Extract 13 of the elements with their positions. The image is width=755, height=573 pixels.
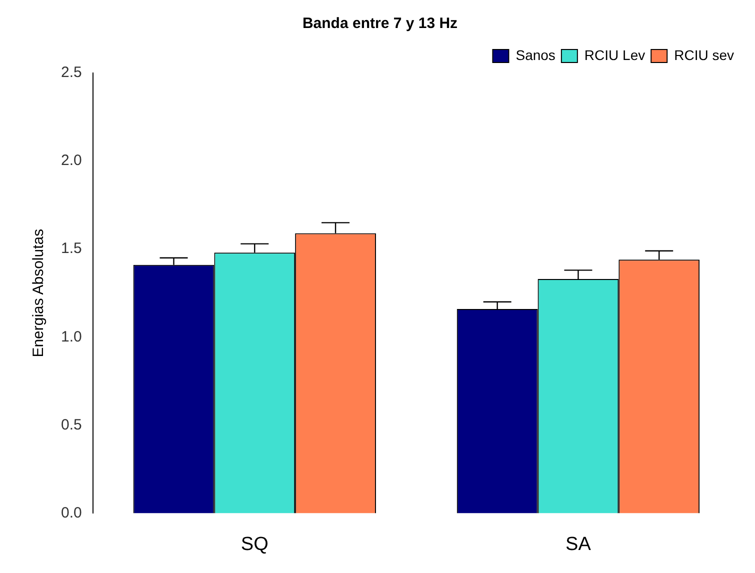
y-axis-title: Energias Absolutas	[30, 228, 48, 358]
y-tick-label: 1.5	[60, 240, 82, 258]
legend-label: RCIU sev	[674, 46, 734, 63]
y-tick-label: 2.5	[60, 64, 82, 82]
y-tick-label: 0.0	[60, 504, 82, 522]
x-tick-label: SA	[566, 534, 592, 555]
legend-label: Sanos	[516, 46, 556, 63]
legend-label: RCIU Lev	[584, 46, 646, 63]
y-tick-label: 2.0	[60, 152, 82, 170]
y-tick-label: 0.5	[60, 416, 82, 434]
y-tick-label: 1.0	[60, 328, 82, 346]
chart-title: Banda entre 7 y 13 Hz	[302, 15, 458, 32]
x-tick-label: SQ	[240, 534, 268, 555]
